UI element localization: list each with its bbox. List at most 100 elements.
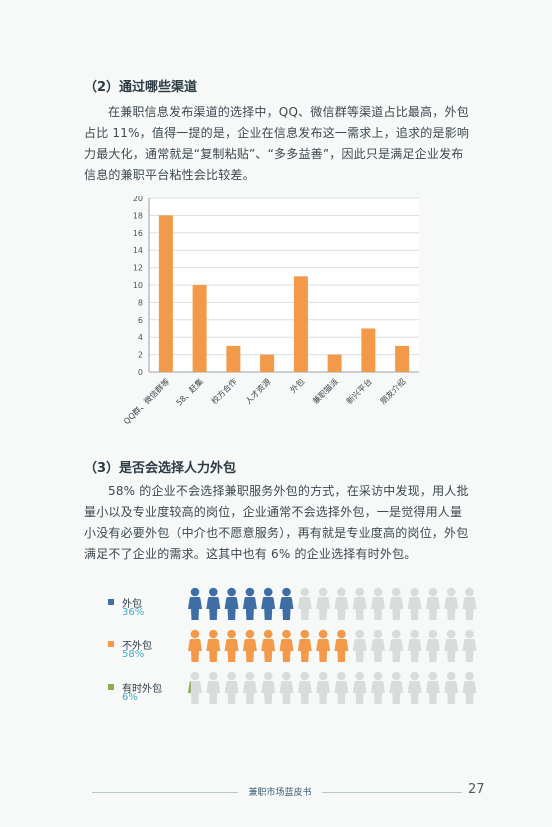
x-tick-label: 兼职猫派 [310,376,340,406]
y-tick-label: 0 [138,368,143,377]
person-icon [297,587,312,620]
legend-label-outsource: 外包 [122,599,142,610]
person-icon [279,629,294,662]
x-tick-label: 人才资源 [243,376,273,406]
y-tick-label: 2 [138,351,143,360]
person-icon [462,629,477,662]
person-icon [352,629,367,662]
channels-bar-chart: 0 2 4 6 8 10 12 14 16 18 20 QQ群、微信群等 58、赶集 校方合作 人才资源 外包… [119,194,429,436]
person-icon [242,587,257,620]
legend-label-no-outsource: 不外包 [122,641,152,652]
person-icon [279,587,294,620]
person-icon [425,629,440,662]
person-icon [242,671,257,704]
person-icon-partial [188,675,191,693]
pictogram-row-no-outsource [186,629,486,665]
person-icon [444,587,459,620]
bar [395,345,410,372]
bar [192,285,207,372]
x-tick-label: 外包 [288,376,306,394]
section-heading-channels: （2）通过哪些渠道 [84,80,198,95]
person-icon [297,629,312,662]
person-icon [316,671,331,704]
footer-title: 兼职市场蓝皮书 [248,788,312,798]
person-icon [297,671,312,704]
person-icon [334,671,349,704]
legend-label-sometimes: 有时外包 [122,684,162,695]
person-icon [425,587,440,620]
person-icon [188,587,202,620]
bar [293,276,308,372]
y-tick-label: 20 [133,196,143,203]
person-icons [188,671,477,704]
person-icons [188,629,477,662]
person-icon [407,671,422,704]
person-icon [279,671,294,704]
person-icon [389,587,404,620]
person-icon [206,671,221,704]
person-icon [371,671,385,704]
person-icon [261,629,276,662]
person-icon [352,587,367,620]
footer-rule-right [322,792,462,793]
x-tick-label: 新兴平台 [344,376,374,406]
person-icon [242,629,257,662]
bar [260,354,275,372]
y-tick-label: 6 [138,316,143,325]
bar [158,215,173,372]
person-icon [407,629,422,662]
person-icon [444,629,459,662]
person-icon [188,671,202,704]
legend-swatch-outsource [108,599,114,605]
person-icon [316,587,331,620]
person-icon [206,587,221,620]
section-heading-outsourcing: （3）是否会选择人力外包 [84,461,237,476]
legend-percent-no-outsource: 58% [122,649,145,660]
person-icon [224,629,239,662]
bar-chart-svg: 0 2 4 6 8 10 12 14 16 18 20 QQ群、微信群等 58、赶集 校方合作 人才资源 外包… [121,194,419,426]
person-icon [334,629,349,662]
y-tick-label: 16 [133,229,143,238]
x-tick-label: QQ群、微信群等 [121,376,171,426]
bar [226,345,241,372]
person-icon [462,587,477,620]
person-icon [371,629,385,662]
x-tick-label: 朋友介绍 [378,376,408,406]
legend-percent-sometimes: 6% [122,692,138,703]
person-icon [224,587,239,620]
person-icon [371,587,385,620]
y-tick-label: 4 [138,333,143,342]
person-icon [206,629,221,662]
x-tick-label: 58、赶集 [174,376,205,407]
person-icon [334,587,349,620]
footer-rule-left [92,792,238,793]
legend-swatch-sometimes [108,684,114,690]
y-tick-label: 8 [138,298,143,307]
person-icon [188,629,202,662]
y-tick-label: 18 [133,211,143,220]
person-icon [224,671,239,704]
bar [361,328,376,372]
person-icon [425,671,440,704]
y-tick-label: 14 [133,246,143,255]
pictogram-row-sometimes [186,671,486,707]
person-icon [261,587,276,620]
person-icon [352,671,367,704]
page-number: 27 [468,782,485,797]
person-icon [389,671,404,704]
person-icon [389,629,404,662]
y-tick-label: 10 [133,281,143,290]
person-icon [316,629,331,662]
person-icons [188,587,477,620]
bar [327,354,342,372]
person-icon [407,587,422,620]
person-icon [444,671,459,704]
channels-paragraph: 在兼职信息发布渠道的选择中，QQ、微信群等渠道占比最高，外包占比 11%，值得一… [84,105,470,182]
person-icon [261,671,276,704]
person-icon [462,671,477,704]
legend-swatch-no-outsource [108,641,114,647]
pictogram-row-outsource [186,587,486,623]
outsourcing-paragraph: 58% 的企业不会选择兼职服务外包的方式，在采访中发现，用人批量小以及专业度较高… [84,484,469,561]
y-tick-label: 12 [133,264,143,273]
x-tick-label: 校方合作 [209,376,239,406]
